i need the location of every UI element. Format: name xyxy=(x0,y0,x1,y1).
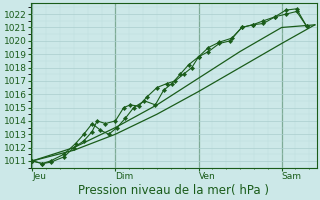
X-axis label: Pression niveau de la mer( hPa ): Pression niveau de la mer( hPa ) xyxy=(78,184,269,197)
